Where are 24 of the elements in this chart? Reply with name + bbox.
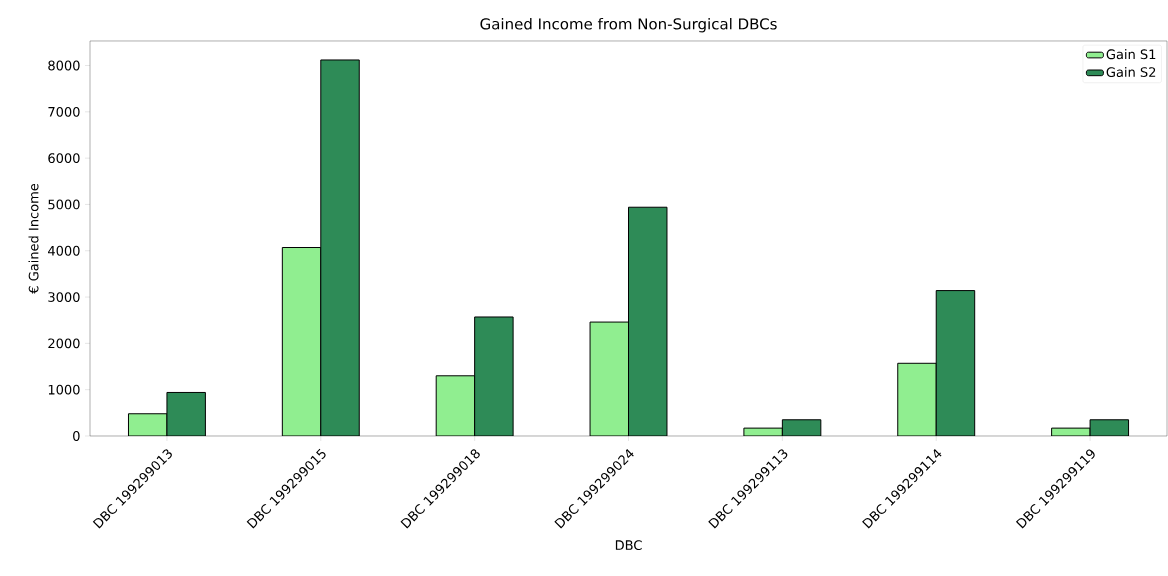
y-tick-label: 8000 (48, 60, 80, 71)
bar (589, 321, 630, 436)
chart-title: Gained Income from Non-Surgical DBCs (480, 17, 777, 33)
y-tick-label: 5000 (48, 199, 80, 210)
bar (897, 362, 937, 436)
bar (281, 247, 322, 436)
y-tick-label: 0 (73, 431, 80, 441)
x-axis-title: DBC (615, 540, 642, 551)
bar (127, 413, 168, 436)
bar (320, 59, 360, 436)
bar (166, 391, 206, 436)
y-axis-title: € Gained Income (28, 183, 39, 294)
y-tick-label: 7000 (48, 106, 80, 117)
y-tick-label: 6000 (48, 153, 80, 164)
y-tick-label: 2000 (48, 338, 80, 349)
legend-label: Gain S1 (1106, 49, 1156, 60)
legend-label: Gain S2 (1106, 66, 1156, 77)
y-tick-label: 1000 (48, 384, 80, 395)
bar (628, 206, 668, 436)
bar (935, 290, 976, 436)
bar (435, 375, 476, 436)
bar (474, 316, 514, 436)
y-tick-label: 4000 (48, 245, 80, 256)
y-tick-label: 3000 (48, 292, 80, 302)
